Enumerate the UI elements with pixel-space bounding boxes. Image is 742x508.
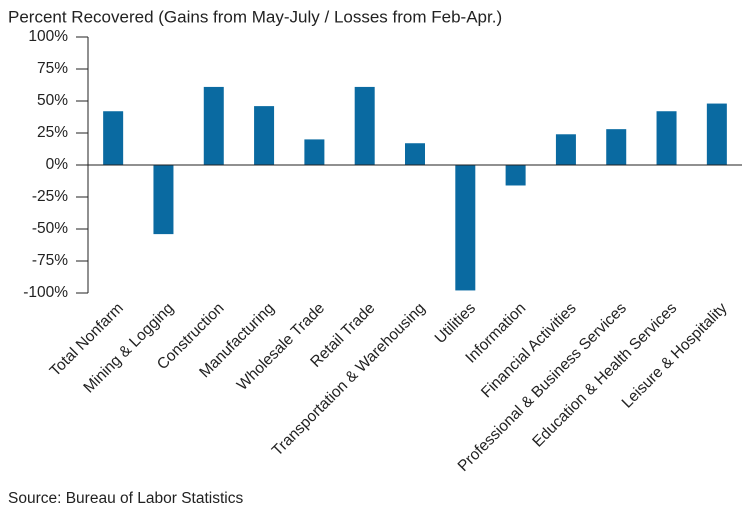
x-tick-label: Utilities [432,300,480,348]
bar [606,129,627,165]
bar [254,106,275,165]
bar [656,111,677,165]
bar [555,134,576,165]
y-tick-label: -50% [32,220,68,237]
bar [103,111,124,165]
x-tick-label: Financial Activities [478,300,580,402]
bar [405,143,425,165]
y-tick-label: -25% [32,188,68,205]
x-tick-label: Mining & Logging [80,300,177,397]
bar [304,139,325,165]
chart-title: Percent Recovered (Gains from May-July /… [8,7,502,26]
y-tick-label: -75% [32,252,68,269]
bar [153,165,174,235]
bar [505,165,526,186]
bar [203,86,224,165]
bar [354,86,375,165]
y-tick-label: 50% [37,92,68,109]
bar [455,165,476,291]
source-note: Source: Bureau of Labor Statistics [8,490,243,507]
y-tick-label: 100% [28,28,68,45]
y-tick-label: 75% [37,60,68,77]
x-tick-label: Wholesale Trade [234,300,328,394]
y-tick-label: 25% [37,124,68,141]
bar [706,103,727,165]
y-tick-label: 0% [46,156,69,173]
y-tick-label: -100% [23,284,68,301]
